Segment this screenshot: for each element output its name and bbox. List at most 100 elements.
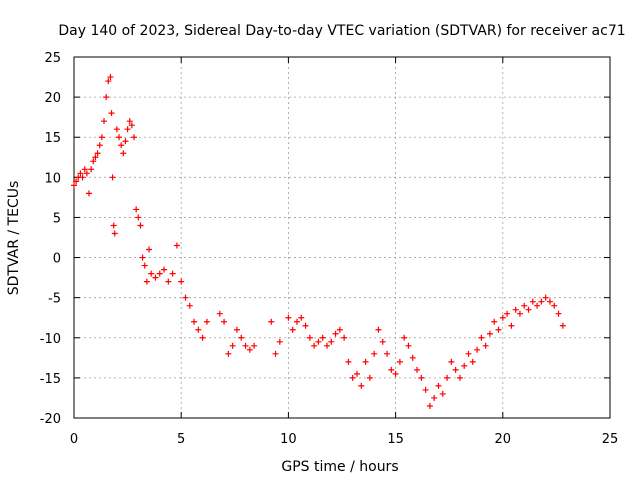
x-tick-label: 10 [280, 432, 297, 447]
y-tick-label: 5 [53, 211, 61, 226]
data-point [328, 338, 335, 345]
data-point [302, 322, 309, 329]
data-point [371, 350, 378, 357]
data-point [126, 118, 133, 125]
data-point [444, 374, 451, 381]
data-point [143, 278, 150, 285]
data-point [379, 338, 386, 345]
data-point [90, 158, 97, 165]
data-point [508, 322, 515, 329]
x-tick-label: 20 [495, 432, 512, 447]
data-point [469, 358, 476, 365]
data-point [110, 222, 117, 229]
data-point [169, 270, 176, 277]
y-axis-title: SDTVAR / TECUs [6, 181, 22, 296]
data-point [474, 346, 481, 353]
data-point [111, 230, 118, 237]
axis-ticks: 0 5 10 15 20 25 -20 -15 -10 -5 0 5 10 15 20 25 [40, 51, 619, 447]
data-point [191, 318, 198, 325]
data-point [426, 402, 433, 409]
data-point [96, 142, 103, 149]
data-point [319, 334, 326, 341]
data-point [285, 314, 292, 321]
data-point [113, 126, 120, 133]
data-point [388, 366, 395, 373]
data-point [94, 150, 101, 157]
data-point [375, 326, 382, 333]
data-point [276, 338, 283, 345]
data-point [465, 350, 472, 357]
data-point [73, 178, 80, 185]
data-point [199, 334, 206, 341]
y-tick-label: 0 [53, 252, 61, 267]
x-tick-label: 0 [70, 432, 78, 447]
data-point [298, 314, 305, 321]
data-point [401, 334, 408, 341]
data-point [141, 262, 148, 269]
data-point [246, 346, 253, 353]
data-point [122, 138, 129, 145]
data-point [516, 310, 523, 317]
x-axis-title: GPS time / hours [281, 459, 398, 475]
data-point [289, 326, 296, 333]
data-point [88, 166, 95, 173]
data-point [137, 222, 144, 229]
data-point [456, 374, 463, 381]
data-point [559, 322, 566, 329]
data-point [478, 334, 485, 341]
y-tick-label: 25 [44, 51, 61, 66]
data-point [504, 310, 511, 317]
data-point [418, 374, 425, 381]
data-point [152, 274, 159, 281]
data-point [384, 350, 391, 357]
data-points [71, 74, 566, 409]
data-point [542, 294, 549, 301]
plot-frame [73, 56, 611, 419]
data-point [555, 310, 562, 317]
data-point [182, 294, 189, 301]
data-point [71, 182, 77, 189]
y-tick-label: -15 [40, 372, 61, 387]
data-point [233, 326, 240, 333]
data-point [349, 374, 356, 381]
data-point [272, 350, 279, 357]
data-point [315, 338, 322, 345]
data-point [81, 166, 88, 173]
data-point [482, 342, 489, 349]
data-point [98, 134, 105, 141]
data-point [120, 150, 127, 157]
data-point [92, 154, 99, 161]
x-tick-label: 15 [387, 432, 404, 447]
data-point [173, 242, 180, 249]
data-point [431, 394, 438, 401]
data-point [538, 298, 545, 305]
data-point [345, 358, 352, 365]
data-point [435, 382, 442, 389]
data-point [452, 366, 459, 373]
data-point [495, 326, 502, 333]
data-point [491, 318, 498, 325]
data-point [486, 330, 493, 337]
data-point [366, 374, 373, 381]
data-point [156, 270, 163, 277]
data-point [336, 326, 343, 333]
data-point [146, 246, 153, 253]
data-point [103, 94, 110, 101]
y-tick-label: -20 [40, 412, 61, 427]
data-point [118, 142, 125, 149]
data-point [161, 266, 168, 273]
data-point [107, 74, 114, 81]
data-point [105, 78, 112, 85]
data-point [551, 302, 558, 309]
data-point [135, 214, 142, 221]
data-point [116, 134, 123, 141]
data-point [358, 382, 365, 389]
data-point [461, 362, 468, 369]
data-point [86, 190, 93, 197]
data-point [216, 310, 223, 317]
data-point [165, 278, 172, 285]
data-point [529, 298, 536, 305]
data-point [203, 318, 210, 325]
